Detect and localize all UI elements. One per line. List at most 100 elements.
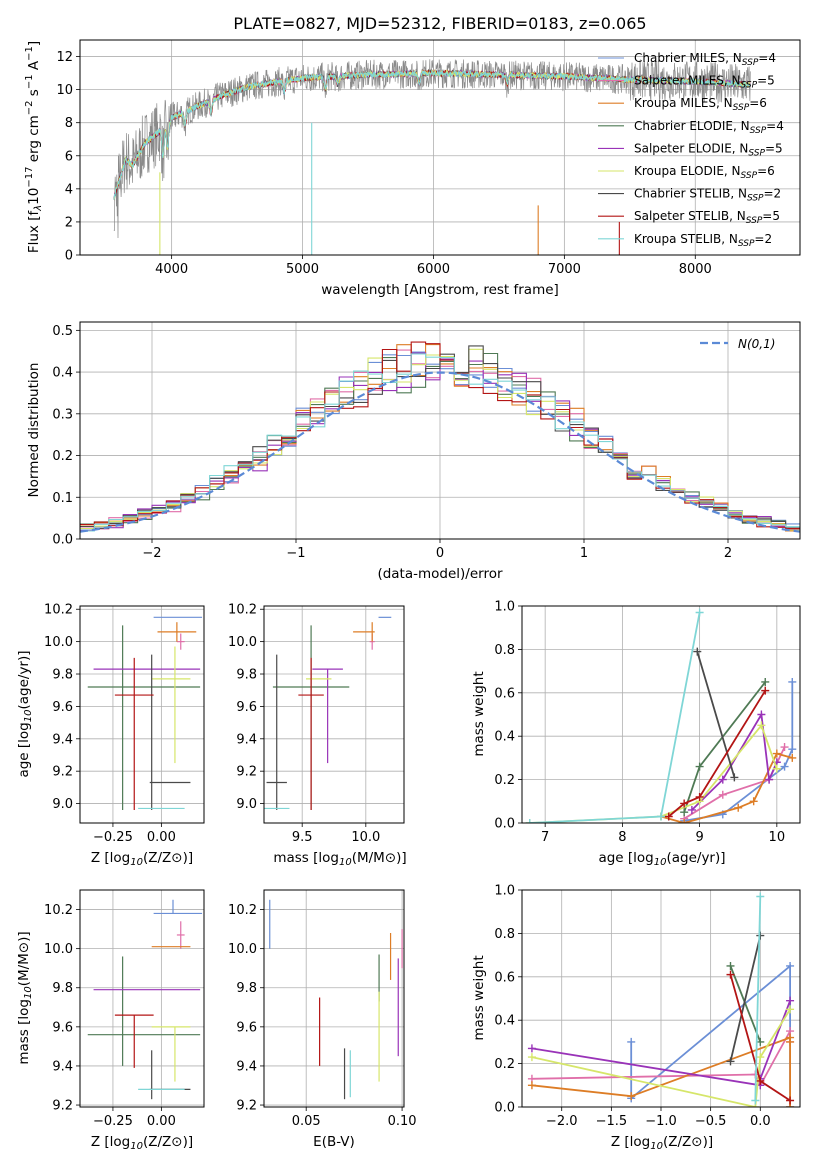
mass-metallicity-panel: −0.25 0.00 9.2 9.4 9.6 9.8 10.0 10.2 Z [log10(Z/… xyxy=(16,889,205,1152)
weight-marker xyxy=(693,647,702,656)
y-tick-label: 10.0 xyxy=(44,635,73,650)
y-tick-label: 9.2 xyxy=(236,765,257,780)
x-tick-label: 0 xyxy=(436,546,444,561)
weight-age-panel-axes: 7 8 9 10 0.0 0.2 0.4 0.6 0.8 1.0 age [log10(age/yr… xyxy=(471,600,801,868)
y-tick-label: 9.8 xyxy=(236,668,257,683)
y-tick-label: 9.2 xyxy=(236,1099,257,1114)
y-tick-label: 0.0 xyxy=(494,817,515,832)
weight-series-3 xyxy=(726,961,765,1046)
y-tick-label: 9.6 xyxy=(236,1020,257,1035)
x-axis-label: Z [log10(Z/Z⊙)] xyxy=(91,1134,193,1152)
y-tick-label: 9.0 xyxy=(52,797,73,812)
weight-marker xyxy=(525,819,534,823)
y-axis-label: mass weight xyxy=(471,671,487,756)
axes-frame xyxy=(263,605,405,824)
y-tick-label: 10.2 xyxy=(228,603,257,618)
figure-title: PLATE=0827, MJD=52312, FIBERID=0183, z=0… xyxy=(233,14,646,33)
axes-frame xyxy=(521,605,801,824)
weight-marker xyxy=(734,803,743,812)
mass-extinction-panel: 0.05 0.10 9.2 9.4 9.6 9.8 10.0 10.2 E(B-V) xyxy=(228,889,417,1150)
weight-marker xyxy=(627,1092,636,1101)
errorbar-point-4 xyxy=(312,668,343,764)
x-tick-label: 0.00 xyxy=(147,830,176,845)
x-tick-label: 7000 xyxy=(548,262,581,277)
weight-marker xyxy=(786,961,795,970)
weight-series-8 xyxy=(525,608,704,823)
weight-marker xyxy=(786,996,795,1005)
residual-histogram-7 xyxy=(80,341,800,530)
y-axis-label: age [log10(age/yr)] xyxy=(16,650,34,777)
weight-marker xyxy=(786,1037,795,1046)
mass-metallicity-panel-axes: −0.25 0.00 9.2 9.4 9.6 9.8 10.0 10.2 Z [log10(Z/… xyxy=(16,889,205,1152)
spectrum-panel: 4000 5000 6000 7000 8000 0 2 4 6 8 10 12 wavelength … xyxy=(24,39,801,298)
weight-line xyxy=(729,935,762,1062)
legend-entry: Salpeter ELODIE, NSSP=5 xyxy=(634,141,783,158)
y-axis-label: Flux [fλ10−17 erg cm−2 s−1 A−1] xyxy=(24,41,44,253)
x-tick-label: 2 xyxy=(724,546,732,561)
weight-line xyxy=(729,965,762,1043)
legend-entry: Chabrier MILES, NSSP=4 xyxy=(634,51,776,68)
normal-reference-curve xyxy=(80,371,800,533)
weight-marker xyxy=(627,1037,636,1046)
weight-marker xyxy=(527,1081,536,1090)
residual-histogram-8 xyxy=(80,353,800,532)
weight-series-8 xyxy=(751,892,765,1105)
weight-line xyxy=(531,1008,791,1107)
y-tick-label: 2 xyxy=(65,215,73,230)
x-tick-label: 0.00 xyxy=(147,1114,176,1129)
mass-metallicity-panel-grid xyxy=(80,890,204,1107)
y-tick-label: 0.8 xyxy=(494,643,515,658)
y-tick-label: 1.0 xyxy=(494,884,515,899)
y-tick-label: 9.4 xyxy=(236,732,257,747)
weight-marker xyxy=(757,710,766,719)
weight-marker xyxy=(751,1096,760,1105)
normal-legend-label: N(0,1) xyxy=(738,337,775,351)
y-tick-label: 10.2 xyxy=(44,603,73,618)
y-tick-label: 0.4 xyxy=(494,730,515,745)
y-tick-label: 8 xyxy=(65,116,73,131)
weight-marker xyxy=(664,812,673,821)
x-axis-label: wavelength [Angstrom, rest frame] xyxy=(321,282,559,298)
y-tick-label: 9.8 xyxy=(52,668,73,683)
mass-extinction-panel-grid xyxy=(264,890,404,1107)
weight-marker xyxy=(761,686,770,695)
errorbar-point-1 xyxy=(176,921,185,949)
weight-marker xyxy=(772,749,781,758)
x-tick-label: −2.0 xyxy=(546,1114,578,1129)
y-tick-label: 0.3 xyxy=(52,407,73,422)
weight-marker xyxy=(527,1044,536,1053)
errorbar-point-7 xyxy=(114,1014,154,1068)
y-tick-label: 0.8 xyxy=(494,927,515,942)
age-metallicity-panel-marks xyxy=(87,616,203,811)
mass-extinction-panel-axes: 0.05 0.10 9.2 9.4 9.6 9.8 10.0 10.2 E(B-V) xyxy=(228,889,417,1150)
weight-series-3 xyxy=(680,677,770,817)
x-tick-label: 0.05 xyxy=(292,1114,321,1129)
x-tick-label: −2 xyxy=(142,546,161,561)
x-tick-label: 1 xyxy=(580,546,588,561)
weight-metallicity-panel-marks xyxy=(527,892,795,1107)
x-tick-label: −1.0 xyxy=(645,1114,677,1129)
errorbar-point-6 xyxy=(149,1050,191,1100)
y-tick-label: 0.5 xyxy=(52,324,73,339)
y-tick-label: 0.4 xyxy=(494,1014,515,1029)
weight-marker xyxy=(718,775,727,784)
y-tick-label: 10.0 xyxy=(228,635,257,650)
weight-series-7 xyxy=(664,686,770,821)
weight-line xyxy=(660,752,793,823)
weight-series-7 xyxy=(726,970,795,1105)
legend-entry: Chabrier STELIB, NSSP=2 xyxy=(634,187,781,204)
weight-marker xyxy=(749,797,758,806)
observed-spectrum xyxy=(113,59,751,239)
y-tick-label: 9.0 xyxy=(236,797,257,812)
weight-marker xyxy=(695,792,704,801)
age-metallicity-panel: −0.25 0.00 9.0 9.2 9.4 9.6 9.8 10.0 10.2 Z [log10… xyxy=(16,603,205,868)
errorbar-point-0 xyxy=(153,899,203,915)
legend-entry: Kroupa MILES, NSSP=6 xyxy=(634,96,767,113)
y-tick-label: 10.2 xyxy=(228,903,257,918)
axes-frame xyxy=(79,889,205,1108)
y-tick-label: 10.2 xyxy=(44,903,73,918)
y-tick-label: 9.2 xyxy=(52,1099,73,1114)
y-axis-label: mass [log10(M/M⊙)] xyxy=(16,931,34,1064)
y-tick-label: 10.0 xyxy=(44,942,73,957)
weight-marker xyxy=(756,892,765,901)
